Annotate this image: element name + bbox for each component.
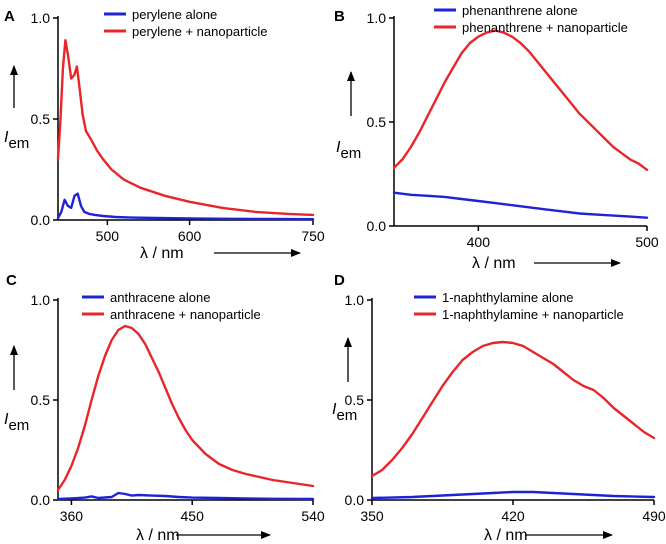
y-tick-label: 0.5 (367, 114, 387, 130)
y-axis-label: Iem (332, 401, 357, 424)
panel-b: B 0.0 0.5 1.0 400 500 Iem λ / nm phenanthrene al… (334, 3, 659, 272)
x-axis-label: λ / nm (484, 527, 528, 544)
legend-label: anthracene + nanoparticle (110, 307, 261, 322)
series-line-nanoparticle (56, 39, 315, 217)
legend-label: phenanthrene + nanoparticle (462, 20, 628, 35)
legend-label: 1-naphthylamine alone (442, 290, 574, 305)
series-line-alone (56, 491, 315, 501)
x-tick-label: 750 (301, 228, 325, 244)
legend-label: anthracene alone (110, 290, 210, 305)
legend-label: perylene + nanoparticle (132, 24, 268, 39)
y-tick-label: 0.0 (367, 218, 387, 234)
x-tick-label: 450 (181, 508, 205, 524)
panel-letter: A (4, 8, 15, 25)
y-tick-label: 1.0 (367, 10, 387, 26)
panel-d: D 0.0 0.5 1.0 350 420 490 Iem λ / nm 1-naphthylam… (332, 272, 666, 544)
y-axis-label-sub: em (8, 135, 29, 152)
legend-label: perylene alone (132, 7, 217, 22)
series-line-alone (370, 490, 656, 500)
panel-a: A 0.0 0.5 1.0 500 600 750 Iem λ / nm perylene alo… (4, 7, 325, 262)
x-tick-label: 600 (178, 228, 202, 244)
y-tick-label: 0.0 (31, 212, 51, 228)
y-tick-label: 1.0 (31, 10, 51, 26)
y-axis-label: Iem (4, 411, 29, 434)
series-line-nanoparticle (392, 29, 649, 172)
y-axis-label-main: I (336, 139, 341, 156)
y-tick-label: 0.5 (31, 392, 51, 408)
y-axis-label-sub: em (336, 407, 357, 424)
y-tick-label: 0.0 (31, 492, 51, 508)
y-axis-label-sub: em (340, 145, 361, 162)
x-tick-label: 360 (60, 508, 84, 524)
x-tick-label: 540 (301, 508, 325, 524)
legend-label: 1-naphthylamine + nanoparticle (442, 307, 624, 322)
x-axis-label: λ / nm (140, 245, 184, 262)
series-line-nanoparticle (370, 340, 656, 478)
x-tick-label: 500 (635, 234, 659, 250)
y-tick-label: 0.0 (345, 492, 365, 508)
y-axis-label: Iem (336, 139, 361, 162)
y-tick-label: 1.0 (345, 292, 365, 308)
x-axis-label: λ / nm (136, 527, 180, 544)
panel-letter: D (334, 272, 345, 289)
panel-letter: C (6, 272, 17, 289)
y-axis-label: Iem (4, 129, 29, 152)
x-tick-label: 500 (96, 228, 120, 244)
y-tick-label: 0.5 (31, 111, 51, 127)
x-tick-label: 420 (501, 508, 525, 524)
x-tick-label: 400 (467, 234, 491, 250)
x-axis-label: λ / nm (472, 255, 516, 272)
y-tick-label: 1.0 (31, 292, 51, 308)
y-axis-label-main: I (4, 411, 9, 428)
y-axis-label-sub: em (8, 417, 29, 434)
series-line-nanoparticle (56, 324, 315, 492)
legend-label: phenanthrene alone (462, 3, 578, 18)
series-line-alone (392, 191, 649, 219)
series-line-alone (56, 192, 315, 221)
y-tick-label: 0.5 (345, 392, 365, 408)
panel-c: C 0.0 0.5 1.0 360 450 540 Iem λ / nm anthracene a… (4, 272, 325, 544)
x-tick-label: 490 (642, 508, 666, 524)
panel-letter: B (334, 8, 345, 25)
y-axis-label-main: I (332, 401, 337, 418)
y-axis-label-main: I (4, 129, 9, 146)
x-tick-label: 350 (360, 508, 384, 524)
